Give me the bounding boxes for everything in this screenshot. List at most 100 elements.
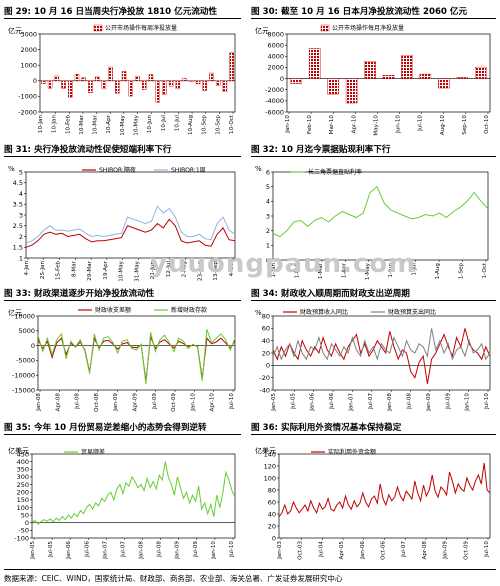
y-tick-label: -15000 [12,386,35,394]
x-tick-label: 10-Sep [202,115,208,135]
x-tick-label: Jul-09 [445,393,451,410]
y-tick-label: 4.5 [13,179,23,187]
x-tick-label: Jan-05 [271,393,277,412]
series-line-2 [272,328,491,361]
y-tick-label: 50 [21,511,29,519]
y-tick-label: 4000 [267,53,284,61]
legend-label: SHIBOR:隔夜 [99,166,136,174]
plot-frame [272,315,491,391]
x-tick-label: Jul-04 [318,541,324,558]
chart-32-svg: % 0 1 2 3 4 5 6 1-Jan 1-Feb 1-Mar 1-Apr 1-May 1-Jun 1-… [255,165,489,280]
x-tick-label: Jul-06 [329,393,335,410]
y-tick-label: 5 [266,183,270,191]
x-tick-label: Jan-08 [387,393,393,412]
y-tick-label: -100 [14,534,29,542]
caption-number: 图 32: [251,145,278,155]
y-tick-label: 2 [266,227,270,235]
x-tick-label: 1-May [365,262,371,280]
y-tick-label: 3 [19,211,23,219]
series-line-1 [31,461,236,526]
y-tick-label: 100 [17,504,29,512]
y-tick-label: 140 [264,450,276,458]
bar [195,80,201,85]
y-tick-label: 5 [19,168,23,176]
chart-fdi: 亿美元 0 20 40 60 80 100 120 140 Jan-03 Oct-03 Jul-04 A… [251,436,496,566]
y-tick-label: -4000 [265,97,284,105]
x-tick-label: 8-Mar [71,260,77,277]
y-tick-label: 1 [266,242,270,250]
figure-caption-31: 图 31: 央行净投放流动性促使短端利率下行 [4,143,241,157]
bar [121,71,127,81]
legend-label: 实际利用外资金额 [328,448,376,456]
chart-30-svg: 亿元 -6000 -4000 -2000 0 2000 4000 6000 8000 Jan-10… [255,24,491,136]
x-tick-label: 13-Sep [213,261,219,281]
y-tick-label: 150 [17,496,29,504]
caption-text: 今年 10 月份贸易逆差缩小的态势会得到逆转 [33,423,207,433]
x-tick-label: Jul-10 [418,115,424,132]
x-tick-label: Oct-08 [94,393,100,412]
x-tick-label: 10-Mar [93,114,99,134]
bar [68,80,73,98]
x-tick-label: 10-Jul [161,115,167,132]
chart-shibor-rates: % 1 1.5 2 2.5 3 3.5 4 4.5 5 4-Jan 25-Jan 15-Feb 8-Mar… [4,158,241,284]
x-tick-label: Jan-09 [113,393,119,412]
y-tick-label: -2000 [265,86,284,94]
x-tick-label: 10-May [119,260,125,281]
figure-caption-35: 图 35: 今年 10 月份贸易逆差缩小的态势会得到逆转 [4,421,241,435]
x-tick-label: Jun-10 [396,115,402,134]
caption-text: 实际利用外资情况基本保持稳定 [280,423,402,433]
bar [74,74,80,82]
x-tick-label: 10-May [134,114,140,135]
bar [61,80,66,89]
y-tick-label: 5000 [18,327,35,335]
x-tick-label: Apr-08 [422,541,428,560]
series-line-2 [25,205,236,244]
series-line-1 [272,328,491,384]
plot-frame [278,453,491,539]
y-tick-label: 8000 [267,30,284,38]
bar [182,78,187,81]
y-tick-label: 100 [264,474,276,482]
legend-label: 财政预算支出同比 [388,308,436,316]
chart-fiscal-yoy: % -40 -20 0 20 40 60 80 Jan-05 Jul-05 Jan-06 Jul-06… [251,302,496,418]
y-tick-label: 60 [268,498,276,506]
x-tick-label: 10-Jan [38,115,44,134]
x-tick-label: Jul-06 [84,541,90,558]
x-tick-label: Apr-05 [339,541,345,560]
chart-31-svg: % 1 1.5 2 2.5 3 3.5 4 4.5 5 4-Jan 25-Jan 15-Feb 8-Mar… [8,165,236,282]
y-tick-label: -5000 [16,357,35,365]
bar [401,54,413,79]
chart-fiscal-balance: 亿元 -15000 -10000 -5000 0 5000 10000 Jan-08 Apr-0… [4,302,241,418]
y-tick-label: 450 [17,450,29,458]
x-tick-label: 4-Oct [229,260,235,276]
x-tick-label: Jan-10 [465,393,471,412]
legend-label: SHIBOR:1周 [171,167,206,174]
y-tick-label: 40 [262,337,270,345]
unit-label: % [255,165,262,173]
y-tick-label: 0 [272,534,276,542]
x-tick-label: Jan-10 [211,541,217,560]
figure-caption-29: 图 29: 10 月 16 日当周央行净投放 1810 亿元流动性 [4,5,241,19]
x-tick-label: 1-Aug [435,263,441,280]
figure-caption-30: 图 30: 截至 10 月 16 日本月净投放流动性 2060 亿元 [251,5,496,19]
x-tick-label: 1-Sep [459,263,465,280]
bar [202,80,207,91]
x-tick-label: Mar-10 [329,115,335,135]
y-tick-label: 2 [19,233,23,241]
figure-caption-33: 图 33: 财政渠道逐步开始净投放流动性 [4,287,241,301]
caption-text: 截至 10 月 16 日本月净投放流动性 2060 亿元 [280,7,468,17]
y-tick-label: 3000 [20,30,37,38]
bar [168,80,174,87]
bar [209,72,214,81]
x-tick-label: Jul-08 [157,541,163,558]
x-tick-label: Jul-10 [484,541,490,558]
x-tick-label: 31-May [134,260,140,281]
y-tick-label: -10000 [12,372,35,380]
caption-text: 财政收入顺周期而财政支出逆周期 [280,289,410,299]
x-tick-label: Jan-05 [30,541,36,560]
x-tick-label: Jul-05 [48,541,54,558]
x-tick-label: Jan-07 [102,541,108,560]
bar [222,80,228,92]
x-tick-label: Jul-08 [75,393,81,410]
y-tick-label: 300 [17,473,29,481]
